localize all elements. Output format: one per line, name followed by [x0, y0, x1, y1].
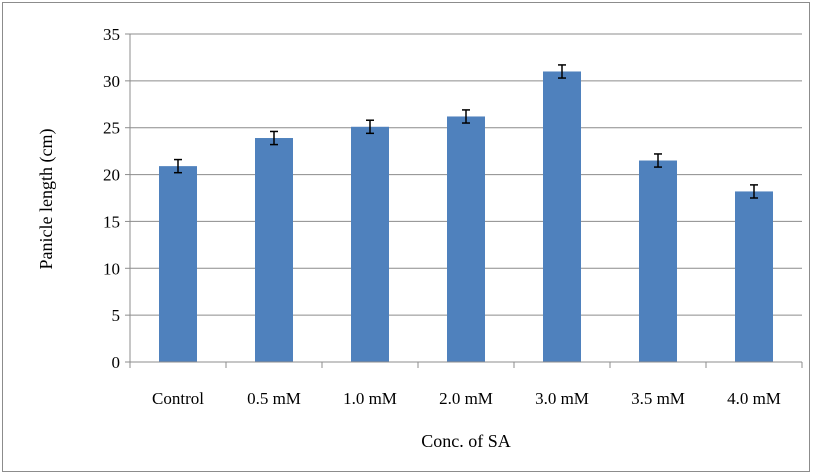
bar: [159, 166, 197, 362]
bar: [447, 116, 485, 363]
y-tick-label: 20: [103, 166, 120, 185]
y-tick-label: 25: [103, 119, 120, 138]
bar: [639, 160, 677, 362]
y-tick-label: 10: [103, 259, 120, 278]
bar: [255, 138, 293, 362]
axes: [125, 33, 803, 368]
y-tick-label: 30: [103, 72, 120, 91]
x-tick-label: 3.5 mM: [631, 389, 685, 408]
x-tick-label: Control: [152, 389, 204, 408]
x-axis-title: Conc. of SA: [421, 431, 511, 451]
y-tick-label: 35: [103, 25, 120, 44]
axis-labels: 0 5 10 15 20 25 30 35 Control 0.5 mM 1.0 mM 2.0 mM 3…: [103, 25, 781, 408]
bars: [159, 71, 773, 363]
y-tick-label: 0: [112, 353, 121, 372]
bar: [735, 191, 773, 362]
bar: [543, 71, 581, 362]
x-tick-label: 2.0 mM: [439, 389, 493, 408]
x-tick-label: 0.5 mM: [247, 389, 301, 408]
x-tick-label: 3.0 mM: [535, 389, 589, 408]
x-tick-label: 4.0 mM: [727, 389, 781, 408]
bar: [351, 126, 389, 362]
y-tick-label: 5: [112, 306, 121, 325]
x-tick-label: 1.0 mM: [343, 389, 397, 408]
error-bars: [174, 64, 758, 199]
y-tick-label: 15: [103, 212, 120, 231]
y-axis-title: Panicle length (cm): [36, 129, 57, 270]
